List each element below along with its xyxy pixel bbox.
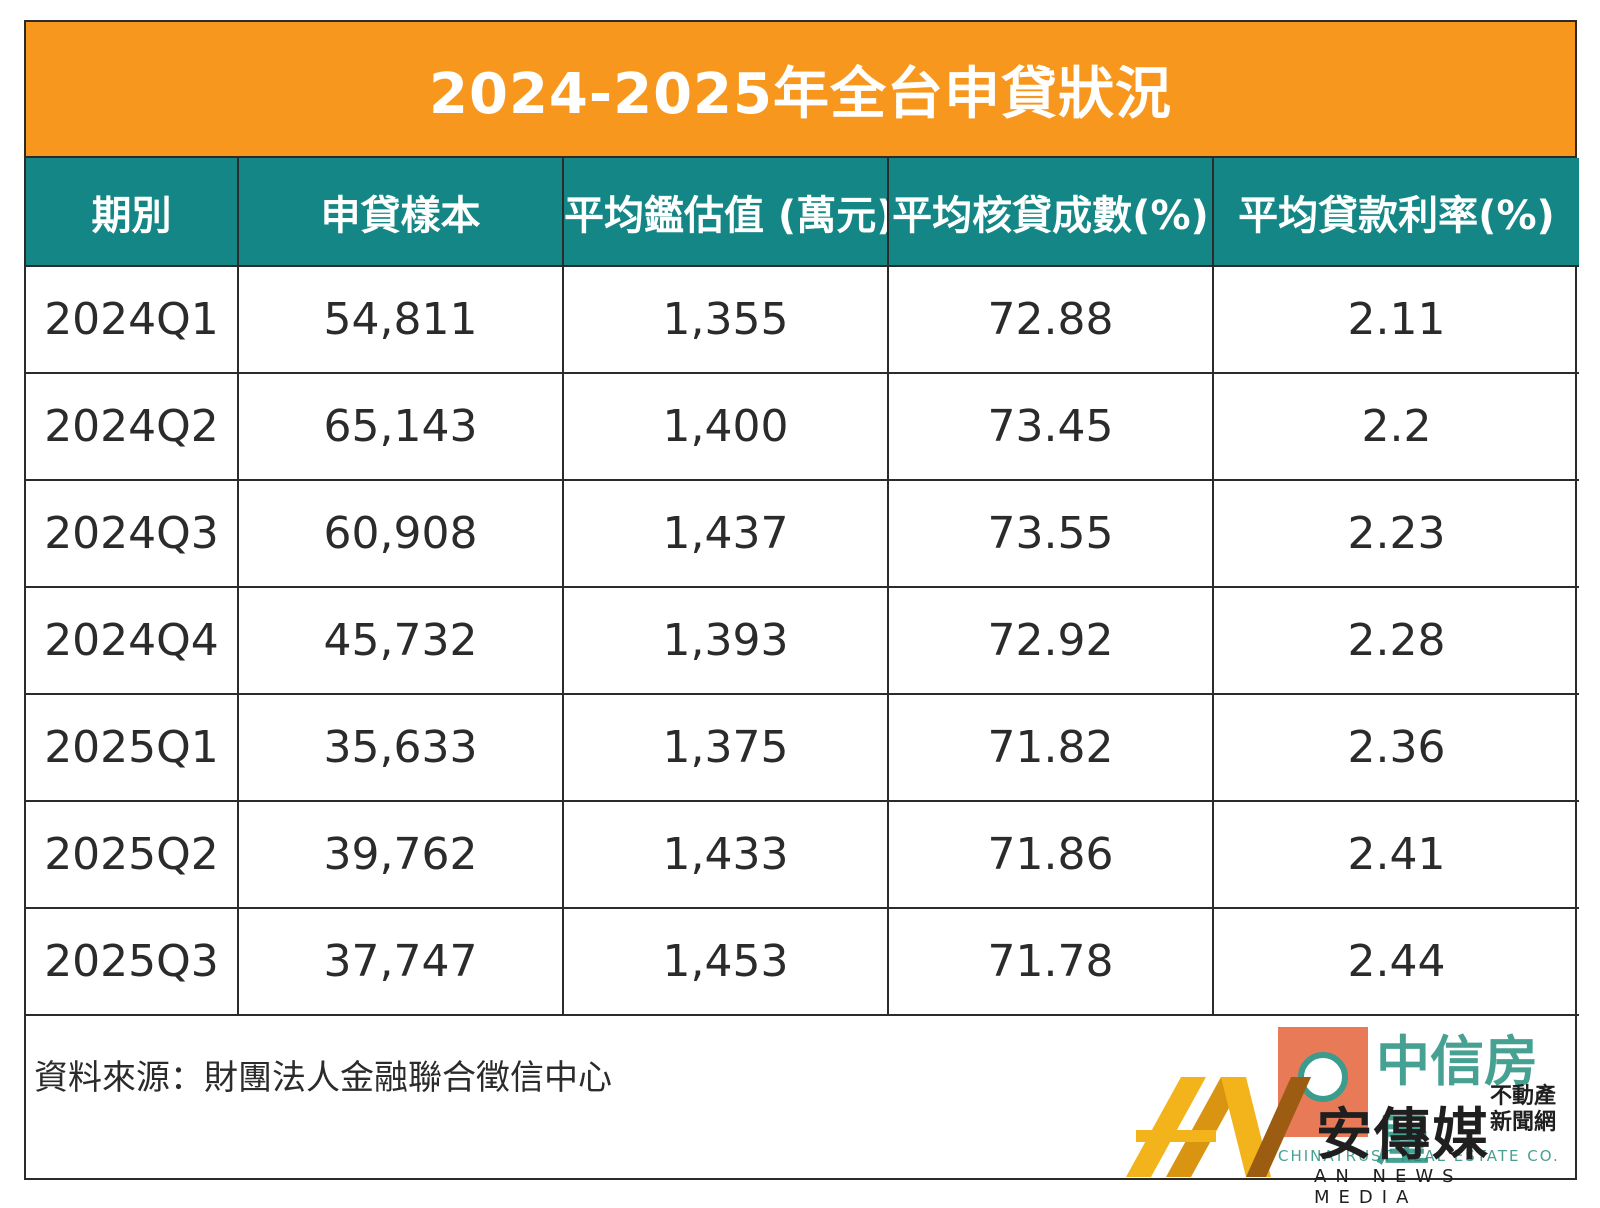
table-cell: 71.78 [887,907,1214,1016]
table-cell: 71.82 [887,693,1214,802]
chinatrust-logo-name: 中信房屋 [1376,1030,1538,1172]
table-cell: 73.45 [887,372,1214,481]
an-news-logo: 安傳媒 不動產新聞網 AN NEWS MEDIA [1126,1072,1576,1208]
table-row: 2025Q1 35,633 1,375 71.82 2.36 [26,693,1579,802]
table-cell: 37,747 [237,907,564,1016]
table-cell: 35,633 [237,693,564,802]
table-row: 2024Q1 54,811 1,355 72.88 2.11 [26,265,1579,374]
table-cell: 60,908 [237,479,564,588]
table-cell: 2.23 [1212,479,1579,588]
table-cell: 1,400 [562,372,889,481]
table-cell: 65,143 [237,372,564,481]
table-cell: 54,811 [237,265,564,374]
table-cell: 1,355 [562,265,889,374]
table-cell: 39,762 [237,800,564,909]
table-cell: 2025Q1 [26,693,239,802]
table-cell: 1,453 [562,907,889,1016]
table-cell: 45,732 [237,586,564,695]
chinatrust-logo-english: CHINATRUST REAL ESTATE CO. [1278,1147,1560,1165]
table-cell: 72.92 [887,586,1214,695]
table-cell: 71.86 [887,800,1214,909]
table-cell: 2.2 [1212,372,1579,481]
source-note: 資料來源：財團法人金融聯合徵信中心 [34,1058,612,1098]
column-header: 平均核貸成數(%) [887,158,1214,267]
table-cell: 2024Q1 [26,265,239,374]
table-cell: 73.55 [887,479,1214,588]
table-cell: 2024Q2 [26,372,239,481]
table-cell: 2025Q2 [26,800,239,909]
column-header: 平均貸款利率(%) [1212,158,1579,267]
table-row: 2024Q3 60,908 1,437 73.55 2.23 [26,479,1579,588]
table-cell: 2024Q3 [26,479,239,588]
table-frame: 2024-2025年全台申貸狀況 期別 申貸樣本 平均鑑估值 (萬元) 平均核貸成數(… [24,20,1579,1208]
table-cell: 2.36 [1212,693,1579,802]
table-cell: 2025Q3 [26,907,239,1016]
chinatrust-logo: 中信房屋 CHINATRUST REAL ESTATE CO. [1278,1007,1568,1172]
table-cell: 2.28 [1212,586,1579,695]
column-header: 平均鑑估值 (萬元) [562,158,889,267]
column-header: 申貸樣本 [237,158,564,267]
table-cell: 1,437 [562,479,889,588]
table-cell: 1,393 [562,586,889,695]
header-row: 期別 申貸樣本 平均鑑估值 (萬元) 平均核貸成數(%) 平均貸款利率(%) [26,158,1579,267]
table-row: 2024Q4 45,732 1,393 72.92 2.28 [26,586,1579,695]
an-news-logo-tagline: AN NEWS MEDIA [1314,1166,1463,1208]
table-cell: 2024Q4 [26,586,239,695]
an-news-logo-name: 安傳媒 [1316,1103,1490,1168]
table-cell: 1,375 [562,693,889,802]
title-bar: 2024-2025年全台申貸狀況 [26,22,1575,158]
table-body: 2024Q1 54,811 1,355 72.88 2.11 2024Q2 65,143 1,… [26,265,1579,1016]
column-header: 期別 [26,158,239,267]
table-cell: 2.11 [1212,265,1579,374]
table-row: 2025Q3 37,747 1,453 71.78 2.44 [26,907,1579,1016]
table-row: 2025Q2 39,762 1,433 71.86 2.41 [26,800,1579,909]
table-cell: 2.41 [1212,800,1579,909]
data-table: 期別 申貸樣本 平均鑑估值 (萬元) 平均核貸成數(%) 平均貸款利率(%) 2024Q… [26,158,1579,1016]
table-wrap: 期別 申貸樣本 平均鑑估值 (萬元) 平均核貸成數(%) 平均貸款利率(%) 2024Q… [26,158,1579,1016]
table-cell: 1,433 [562,800,889,909]
table-cell: 2.44 [1212,907,1579,1016]
table-cell: 72.88 [887,265,1214,374]
table-title: 2024-2025年全台申貸狀況 [429,61,1172,127]
table-row: 2024Q2 65,143 1,400 73.45 2.2 [26,372,1579,481]
an-news-logo-subtitle: 不動產新聞網 [1490,1084,1557,1135]
an-news-logo-mark [1126,1077,1311,1177]
